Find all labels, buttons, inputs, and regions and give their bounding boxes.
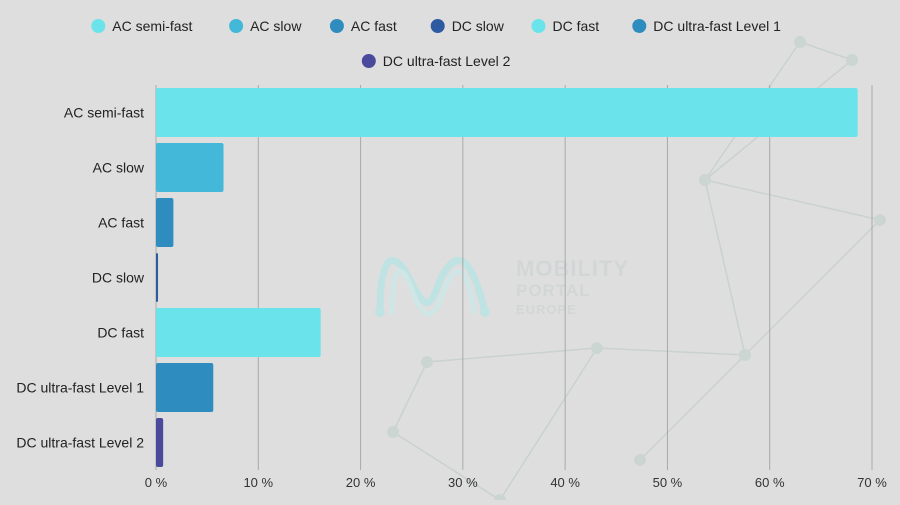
legend-item[interactable]: AC semi-fast [91,18,193,34]
network-node [846,54,858,66]
x-tick-label: 60 % [755,475,785,490]
network-link [799,41,853,61]
network-link [426,347,598,363]
legend-item[interactable]: DC fast [531,18,600,34]
legend-label: AC fast [351,18,397,34]
legend-swatch-icon [430,19,445,33]
network-link [392,361,428,433]
legend-item[interactable]: DC ultra-fast Level 2 [361,53,511,69]
network-node [699,174,711,186]
category-labels: AC semi-fast AC slow AC fast DC slow DC fast… [16,105,144,451]
category-label: DC fast [97,325,144,341]
network-node [874,214,886,226]
legend: AC semi-fast AC slow AC fast DC slow DC fast… [91,18,781,69]
network-link [704,179,746,356]
network-link [744,219,881,356]
category-label: AC slow [93,160,145,176]
network-node [494,494,506,505]
network-node [387,426,399,438]
legend-label: AC slow [250,18,302,34]
legend-swatch-icon [229,19,244,33]
bar-dc-slow[interactable] [156,253,159,302]
legend-label: AC semi-fast [112,18,192,34]
network-node [739,349,751,361]
watermark-m-icon [376,257,489,316]
legend-swatch-icon [361,54,376,68]
bar-dc-fast[interactable] [156,308,321,357]
category-label: AC semi-fast [64,105,144,121]
watermark-text: PORTAL [516,281,591,300]
bar-dc-ultra-fast-level-2[interactable] [156,418,164,467]
watermark-dot-icon [375,307,385,317]
watermark-dot-icon [480,307,490,317]
x-tick-label: 70 % [857,475,887,490]
legend-item[interactable]: DC ultra-fast Level 1 [632,18,781,34]
x-tick-label: 0 % [145,475,168,490]
legend-item[interactable]: AC slow [229,18,302,34]
legend-item[interactable]: AC fast [329,18,397,34]
category-label: AC fast [98,215,144,231]
legend-item[interactable]: DC slow [430,18,505,34]
network-node [591,342,603,354]
legend-label: DC slow [452,18,505,34]
category-label: DC ultra-fast Level 2 [16,435,144,451]
bar-ac-fast[interactable] [156,198,174,247]
bar-dc-ultra-fast-level-1[interactable] [156,363,214,412]
legend-swatch-icon [329,19,344,33]
x-tick-label: 30 % [448,475,478,490]
network-link [392,431,501,501]
bar-ac-semi-fast[interactable] [156,88,858,137]
gridlines [155,85,873,470]
category-label: DC slow [92,270,145,286]
legend-swatch-icon [531,19,546,33]
legend-swatch-icon [632,19,647,33]
category-label: DC ultra-fast Level 1 [16,380,144,396]
network-link [639,354,746,461]
network-link [704,179,881,221]
background-network-decoration [387,36,886,505]
legend-label: DC ultra-fast Level 2 [383,53,511,69]
x-axis: 0 % 10 % 20 % 30 % 40 % 50 % 60 % 70 % [145,475,887,490]
watermark-m-inner-icon [389,268,477,317]
watermark-text: EUROPE [516,302,577,317]
x-tick-label: 50 % [653,475,683,490]
network-node [794,36,806,48]
legend-swatch-icon [91,19,106,33]
x-tick-label: 10 % [243,475,273,490]
network-node [634,454,646,466]
legend-label: DC ultra-fast Level 1 [653,18,781,34]
network-link [499,347,598,501]
bars [156,88,858,467]
network-link [596,347,746,356]
legend-label: DC fast [553,18,600,34]
network-node [421,356,433,368]
watermark-text: MOBILITY [516,256,629,281]
x-tick-label: 20 % [346,475,376,490]
x-tick-label: 40 % [550,475,580,490]
bar-ac-slow[interactable] [156,143,224,192]
